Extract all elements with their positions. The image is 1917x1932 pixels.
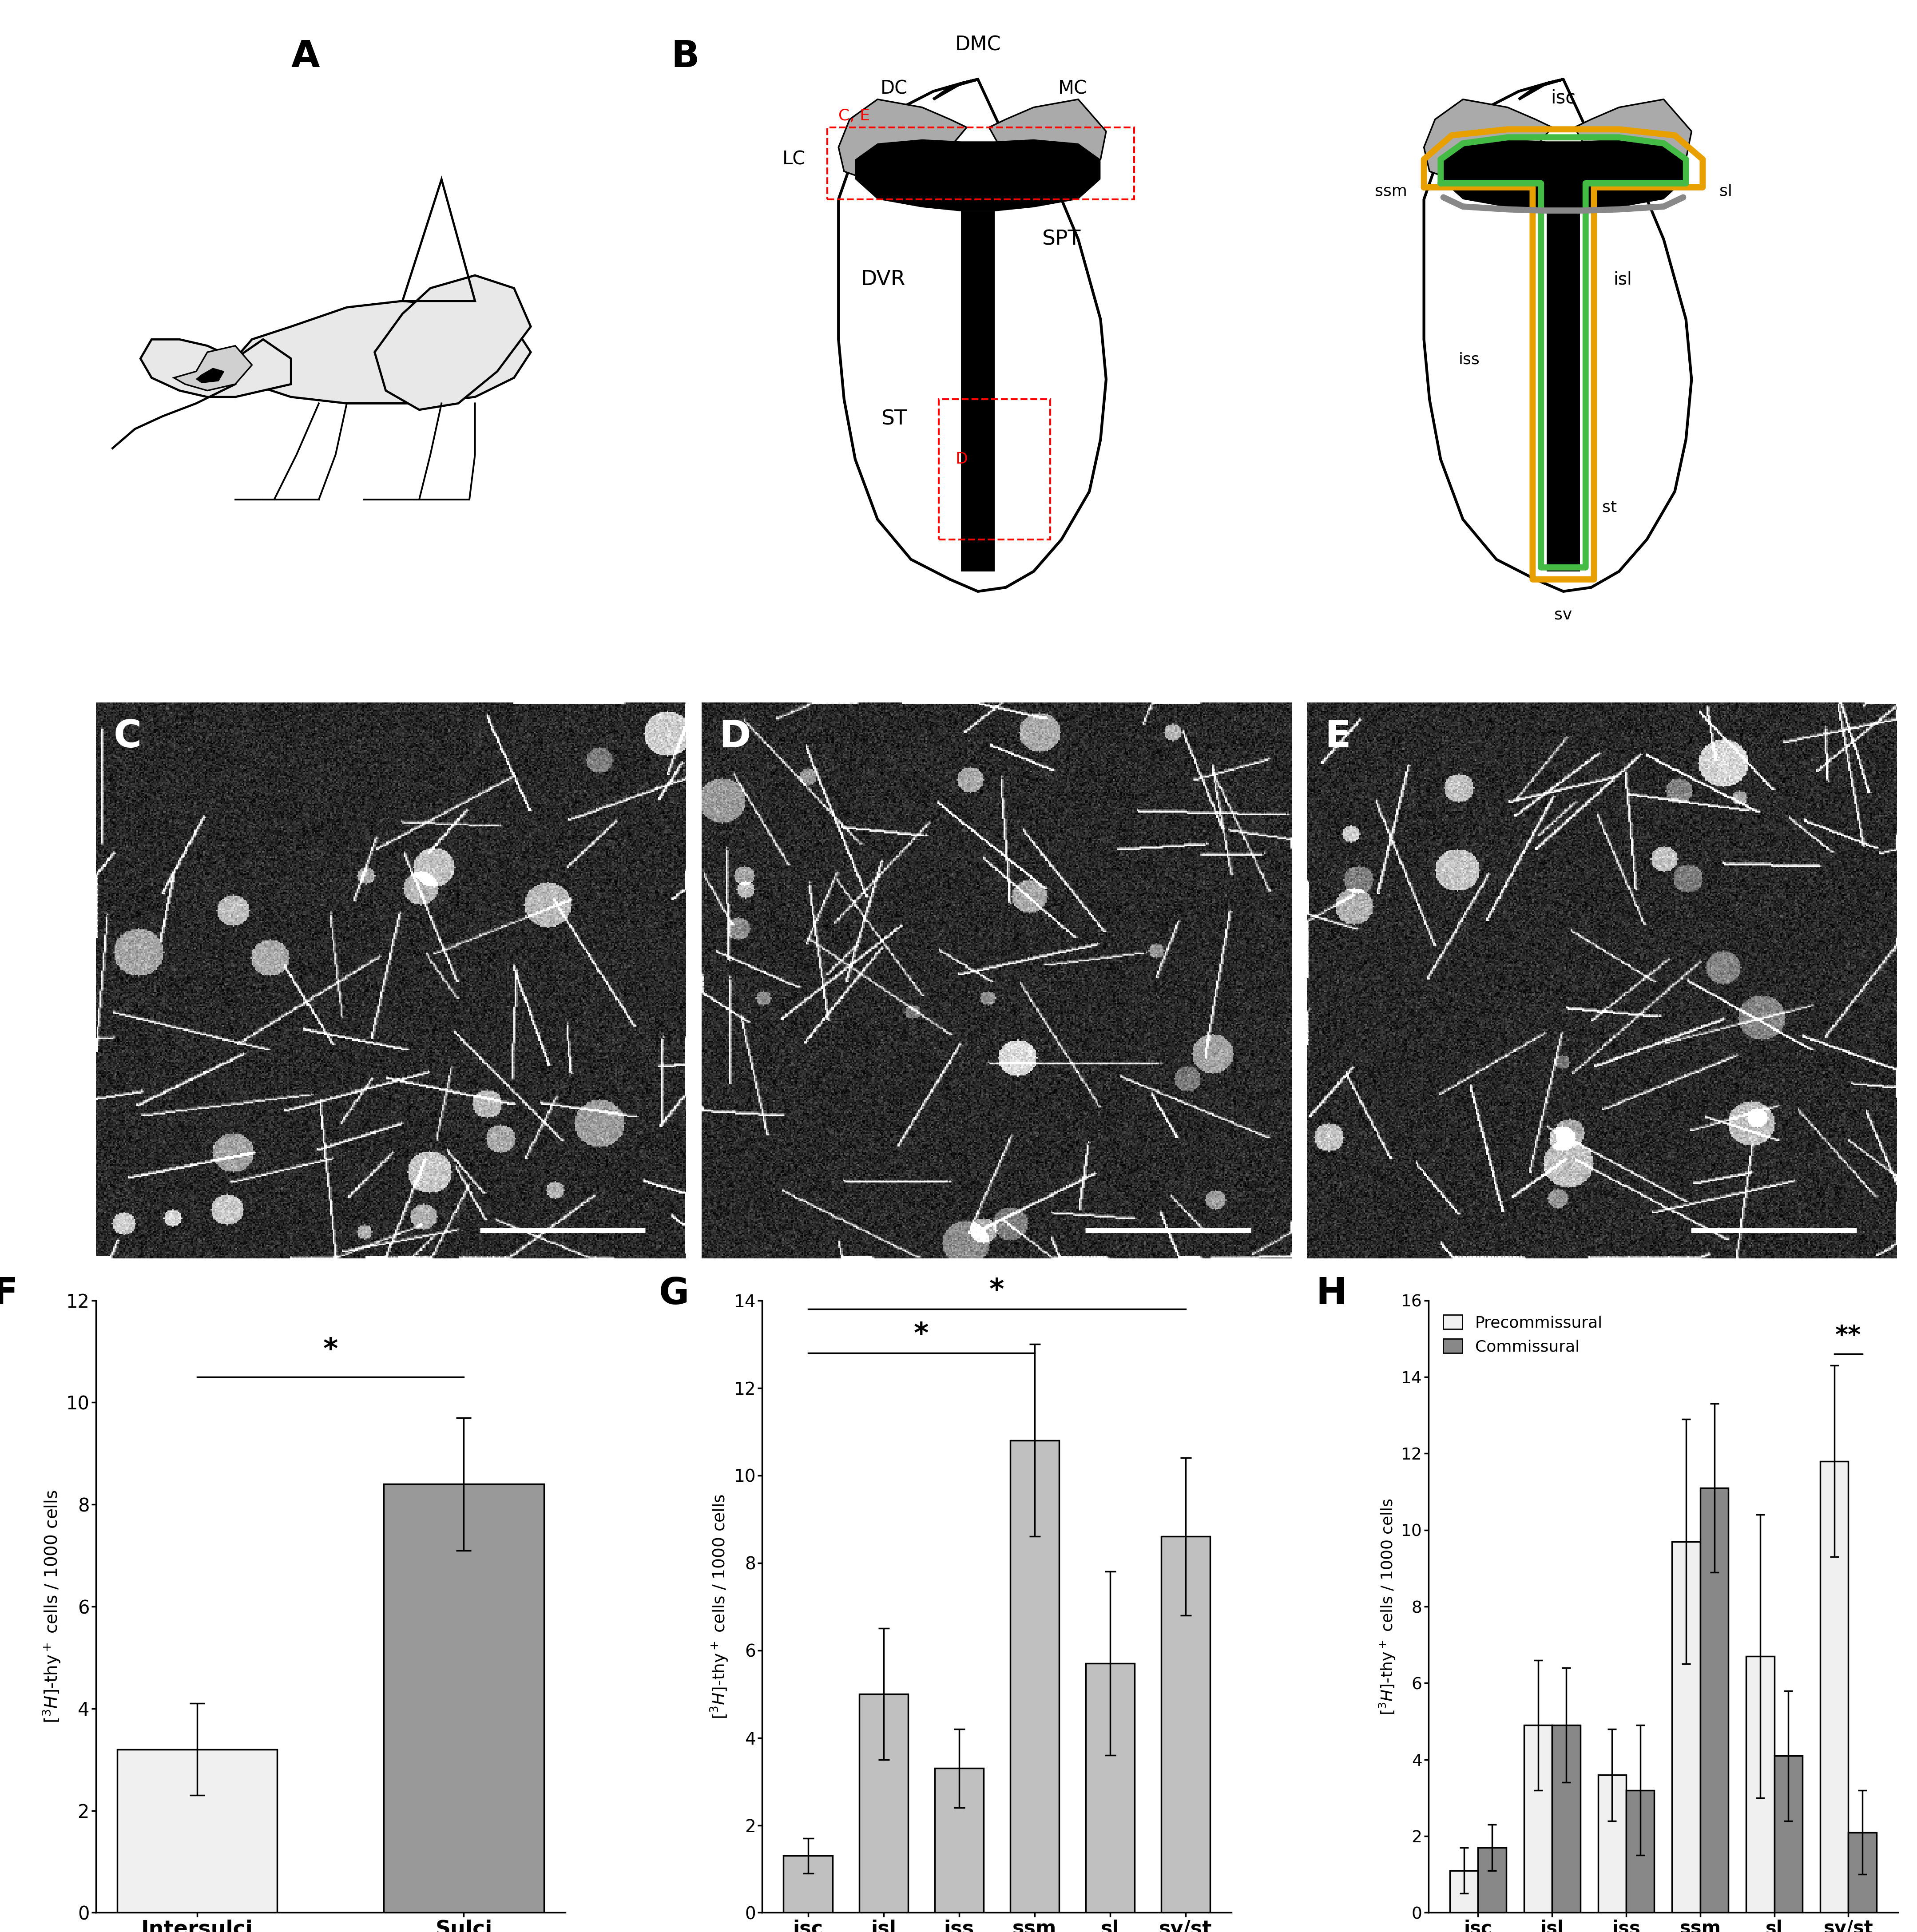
Text: sl: sl [1720,184,1733,199]
Bar [1746,1656,1775,1913]
Text: D: D [955,452,968,466]
Polygon shape [1424,79,1691,591]
Text: G: G [659,1275,690,1312]
Text: *: * [914,1321,928,1349]
Text: isc: isc [1551,89,1576,108]
Polygon shape [1424,99,1553,180]
Text: MC: MC [1058,79,1087,99]
Text: ssm: ssm [1374,184,1407,199]
Text: DMC: DMC [955,35,1001,54]
Text: DVR: DVR [861,269,905,290]
Y-axis label: $[^3H]$-thy$^+$ cells / 1000 cells: $[^3H]$-thy$^+$ cells / 1000 cells [709,1493,730,1719]
Polygon shape [1547,211,1580,572]
Text: D: D [719,719,751,755]
Y-axis label: $[^3H]$-thy$^+$ cells / 1000 cells: $[^3H]$-thy$^+$ cells / 1000 cells [40,1490,61,1723]
Text: A: A [291,39,320,75]
Y-axis label: $[^3H]$-thy$^+$ cells / 1000 cells: $[^3H]$-thy$^+$ cells / 1000 cells [1378,1497,1397,1716]
Text: C, E: C, E [838,108,870,124]
Bar [1672,1542,1700,1913]
Text: E: E [1325,719,1351,755]
Polygon shape [1574,99,1691,172]
Bar [1626,1791,1654,1913]
Bar [1085,1663,1135,1913]
Legend: Precommissural, Commissural: Precommissural, Commissural [1436,1308,1608,1360]
Bar [1524,1725,1553,1913]
Polygon shape [989,99,1106,172]
Bar [1449,1870,1478,1913]
Text: *: * [324,1337,337,1364]
Bar [1821,1461,1848,1913]
Polygon shape [196,369,224,383]
Text: C: C [113,719,142,755]
Bar [1700,1488,1729,1913]
Bar [117,1748,278,1913]
Bar [859,1694,909,1913]
Bar [1775,1756,1802,1913]
Text: ST: ST [882,410,907,429]
Bar [383,1484,544,1913]
Text: **: ** [1835,1323,1861,1349]
Polygon shape [174,346,251,390]
Text: DC: DC [880,79,909,99]
Bar [1162,1536,1210,1913]
Text: LC: LC [782,151,805,168]
Bar [828,128,1135,199]
Text: *: * [989,1277,1005,1304]
Text: isl: isl [1614,270,1631,288]
Polygon shape [960,211,995,572]
Text: H: H [1315,1275,1348,1312]
Text: sv: sv [1555,607,1572,622]
Text: st: st [1603,500,1618,516]
Bar [1599,1776,1626,1913]
Polygon shape [838,79,1106,591]
Text: F: F [0,1275,17,1312]
Bar [939,400,1051,539]
Bar [1553,1725,1580,1913]
Bar [1010,1441,1058,1913]
Polygon shape [374,276,531,410]
Text: iss: iss [1459,352,1480,367]
Text: SPT: SPT [1043,230,1081,249]
Bar [935,1768,983,1913]
Polygon shape [1442,139,1685,211]
Bar [1478,1847,1507,1913]
Bar [1848,1832,1877,1913]
Polygon shape [140,340,291,396]
Polygon shape [236,301,531,404]
Bar [784,1857,832,1913]
Polygon shape [838,99,966,180]
Text: B: B [671,39,700,75]
Polygon shape [855,139,1100,211]
